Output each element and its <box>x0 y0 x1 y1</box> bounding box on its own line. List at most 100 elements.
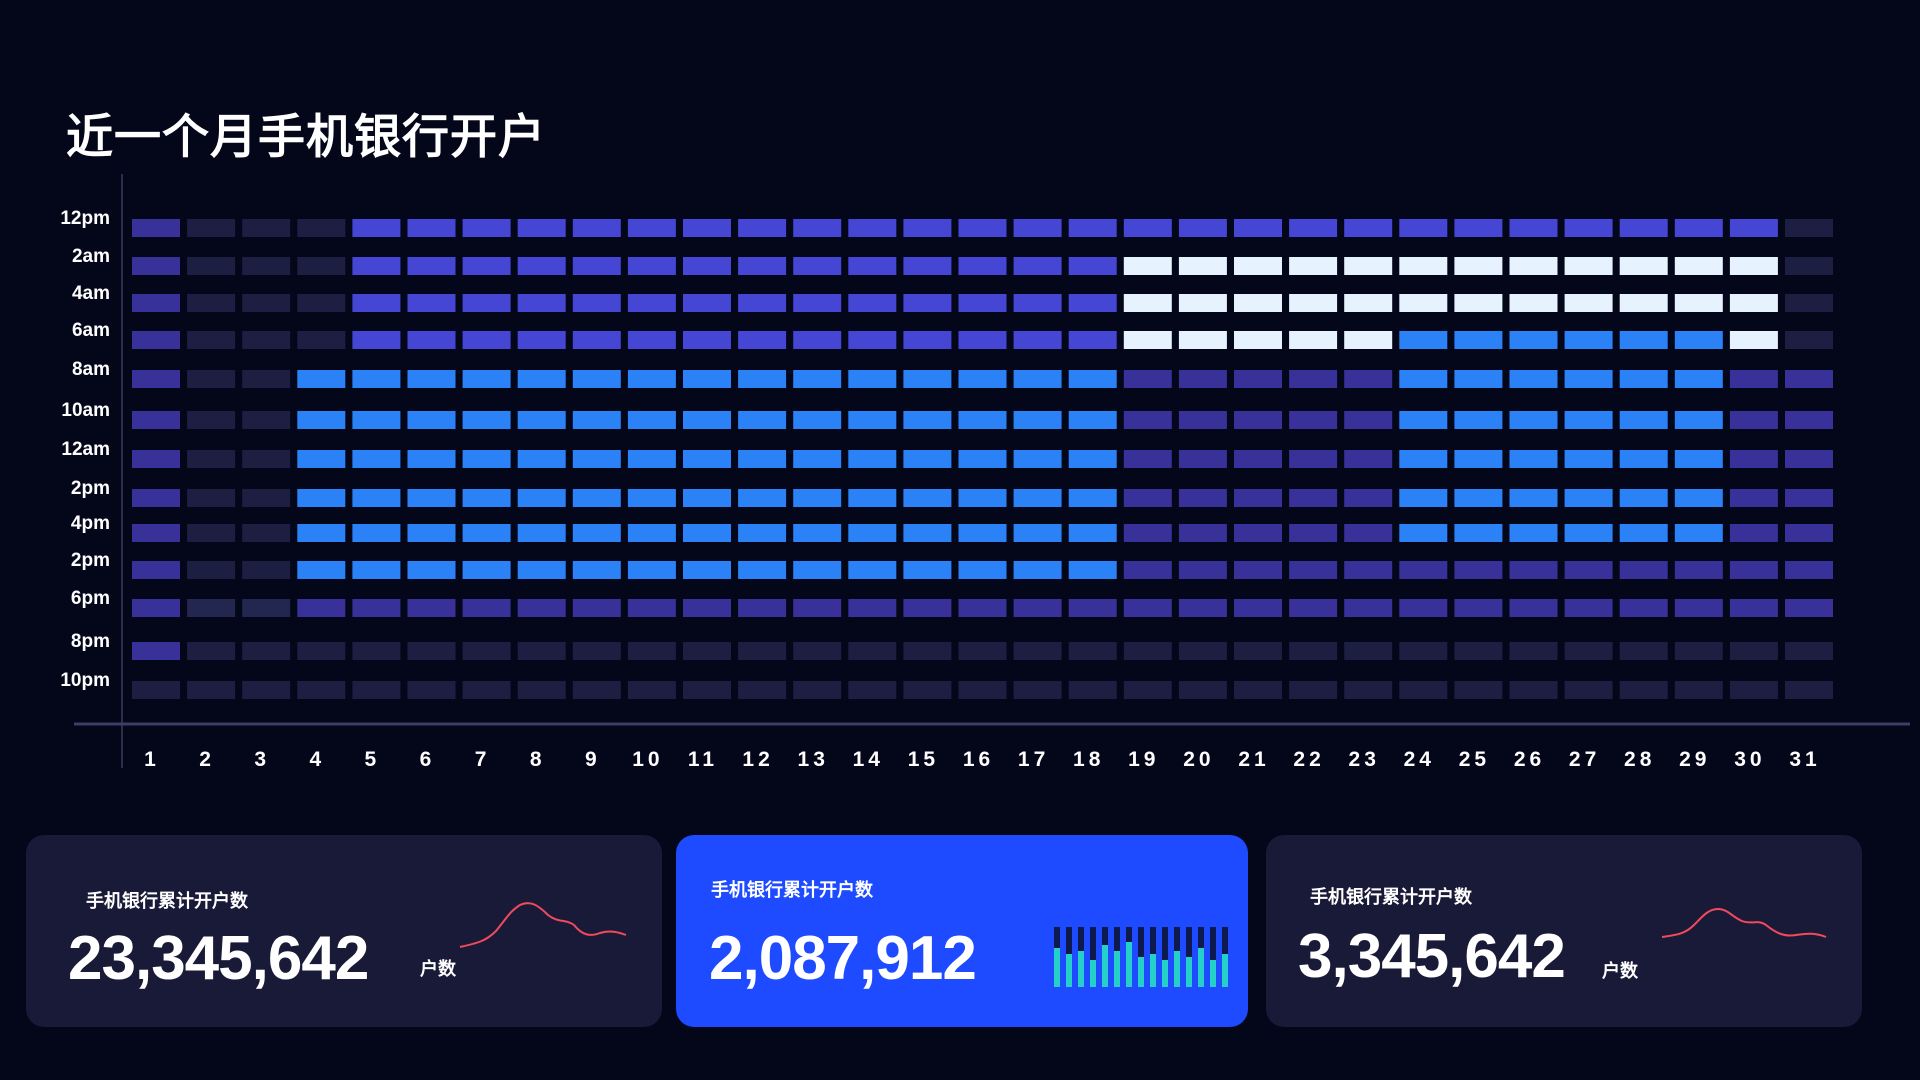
heatmap-cell <box>903 450 952 468</box>
y-tick-label: 2am <box>72 246 110 267</box>
mini-bar <box>1114 951 1120 987</box>
heatmap-cell <box>1344 450 1393 468</box>
heatmap-cell <box>793 257 842 275</box>
heatmap-cell <box>1234 411 1282 429</box>
stat-card-highlight: 手机银行累计开户数 2,087,912 <box>676 835 1248 1027</box>
heatmap-cell <box>793 370 842 388</box>
heatmap-cell <box>1509 331 1558 349</box>
heatmap-cell <box>1068 450 1117 468</box>
heatmap-cell <box>1399 489 1448 507</box>
heatmap-cell <box>848 599 897 617</box>
heatmap-cell <box>738 681 787 699</box>
heatmap-cell <box>352 370 401 388</box>
stat-card-total: 手机银行累计开户数 23,345,642 户数 <box>26 835 662 1027</box>
card-unit: 户数 <box>420 959 456 980</box>
heatmap-cell <box>572 681 621 699</box>
heatmap-cell <box>958 599 1007 617</box>
card-value: 3,345,642 <box>1298 922 1566 991</box>
heatmap-cell <box>1729 642 1778 660</box>
heatmap-cell <box>1619 294 1668 312</box>
heatmap-cell <box>1178 489 1227 507</box>
mini-bar <box>1138 957 1144 987</box>
heatmap-cell <box>297 219 346 237</box>
heatmap-cell <box>683 642 731 660</box>
heatmap-cell <box>1674 489 1723 507</box>
heatmap-cell <box>407 370 456 388</box>
card-unit: 户数 <box>1602 961 1638 982</box>
heatmap-cell <box>462 642 511 660</box>
heatmap-cell <box>1289 331 1338 349</box>
heatmap-cell <box>1619 681 1668 699</box>
heatmap-cell <box>352 561 401 579</box>
heatmap-cell <box>1234 294 1282 312</box>
heatmap-cell <box>297 370 346 388</box>
x-tick-label: 5 <box>365 748 381 771</box>
heatmap-cell <box>1289 219 1338 237</box>
heatmap-cell <box>1178 219 1227 237</box>
heatmap-cell <box>1729 257 1778 275</box>
heatmap-cell <box>1454 257 1503 275</box>
x-tick-label: 14 <box>853 748 884 771</box>
heatmap-cell <box>407 561 456 579</box>
heatmap-cell <box>1399 370 1448 388</box>
heatmap-cell <box>187 370 236 388</box>
heatmap-cell <box>627 411 676 429</box>
heatmap-cell <box>1013 599 1062 617</box>
heatmap-cell <box>1344 524 1393 542</box>
heatmap-cell <box>1399 642 1448 660</box>
heatmap-cell <box>297 411 346 429</box>
heatmap-cell <box>187 489 236 507</box>
heatmap-cell <box>1123 681 1172 699</box>
heatmap-cell <box>1123 599 1172 617</box>
heatmap-cell <box>572 450 621 468</box>
heatmap-cell <box>407 411 456 429</box>
heatmap-cell <box>903 331 952 349</box>
heatmap-cell <box>1013 294 1062 312</box>
stat-card-total-2: 手机银行累计开户数 3,345,642 户数 <box>1266 835 1862 1027</box>
heatmap-cell <box>1344 257 1393 275</box>
y-tick-label: 10pm <box>60 670 110 691</box>
heatmap-cell <box>1454 681 1503 699</box>
heatmap-cell <box>1344 294 1393 312</box>
heatmap-cell <box>738 370 787 388</box>
heatmap-cell <box>1729 331 1778 349</box>
heatmap-cell <box>1454 411 1503 429</box>
heatmap-cell <box>1509 489 1558 507</box>
heatmap-cell <box>1729 489 1778 507</box>
heatmap-cell <box>1289 561 1338 579</box>
heatmap-cell <box>683 524 731 542</box>
heatmap-cell <box>462 489 511 507</box>
heatmap-cell <box>297 489 346 507</box>
heatmap-cell <box>1454 370 1503 388</box>
heatmap-cell <box>1344 599 1393 617</box>
heatmap-cell <box>407 219 456 237</box>
heatmap-cell <box>958 450 1007 468</box>
heatmap-cell <box>1178 370 1227 388</box>
heatmap-cell <box>1509 219 1558 237</box>
heatmap-cell <box>958 411 1007 429</box>
x-tick-label: 23 <box>1349 748 1380 771</box>
heatmap-cell <box>352 219 401 237</box>
heatmap-cell <box>1068 219 1117 237</box>
heatmap-cell <box>462 561 511 579</box>
heatmap-cell <box>132 219 180 237</box>
heatmap-cell <box>1454 450 1503 468</box>
heatmap-cell <box>517 489 566 507</box>
heatmap-cell <box>848 219 897 237</box>
heatmap-cell <box>132 642 180 660</box>
page-title: 近一个月手机银行开户 <box>66 110 546 165</box>
heatmap-cell <box>1785 642 1833 660</box>
x-tick-label: 27 <box>1569 748 1600 771</box>
heatmap-cell <box>132 489 180 507</box>
heatmap-cell <box>848 411 897 429</box>
heatmap-cell <box>1729 219 1778 237</box>
heatmap-cell <box>1564 257 1613 275</box>
heatmap-cell <box>738 411 787 429</box>
heatmap-cell <box>1729 524 1778 542</box>
heatmap-cell <box>1123 219 1172 237</box>
heatmap-cell <box>1234 331 1282 349</box>
mini-bar <box>1102 945 1108 987</box>
x-tick-label: 25 <box>1459 748 1490 771</box>
heatmap-cell <box>517 681 566 699</box>
sparkline <box>459 902 627 948</box>
